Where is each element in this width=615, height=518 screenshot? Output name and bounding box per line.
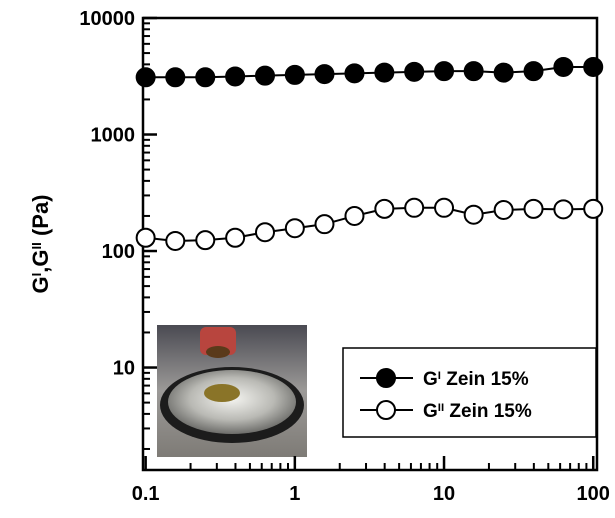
marker: [165, 67, 186, 88]
marker: [314, 214, 335, 235]
y-axis-title-part: G: [28, 276, 53, 293]
marker: [284, 64, 305, 85]
marker: [583, 56, 604, 77]
legend-label-part: Zein 15%: [441, 369, 529, 390]
marker: [255, 222, 276, 243]
marker: [583, 198, 604, 219]
marker: [404, 197, 425, 218]
legend-label-part: G: [423, 401, 438, 422]
marker: [523, 61, 544, 82]
legend-label: GII Zein 15%: [423, 401, 532, 422]
marker: [344, 205, 365, 226]
marker: [344, 63, 365, 84]
series-line: [145, 65, 594, 79]
y-tick-label: 10: [113, 358, 135, 380]
legend-label-part: Zein 15%: [444, 401, 532, 422]
marker: [195, 67, 216, 88]
marker: [284, 218, 305, 239]
legend-label: GI Zein 15%: [423, 369, 529, 390]
series-line: [145, 206, 594, 242]
marker: [314, 64, 335, 85]
x-tick-label: 1: [289, 483, 300, 505]
marker: [374, 198, 395, 219]
x-tick-label: 0.1: [132, 483, 160, 505]
y-tick-label: 100: [102, 241, 135, 263]
y-tick-label: 1000: [91, 125, 136, 147]
y-axis-title-part: I: [29, 273, 44, 277]
y-axis-title-part: II: [29, 242, 44, 249]
marker: [135, 67, 156, 88]
legend-label-part: II: [438, 402, 444, 414]
marker: [493, 199, 514, 220]
marker: [195, 230, 216, 251]
marker: [434, 197, 455, 218]
y-axis-title: GI,GII (Pa): [28, 194, 53, 293]
y-axis-title-part: (Pa): [28, 194, 53, 242]
y-tick-label: 10000: [79, 8, 135, 30]
marker: [493, 62, 514, 83]
marker: [553, 56, 574, 77]
marker: [255, 65, 276, 86]
marker: [553, 199, 574, 220]
legend-marker: [376, 368, 396, 388]
legend-label-part: G: [423, 369, 438, 390]
marker: [404, 61, 425, 82]
inset-photo: [157, 325, 307, 457]
marker: [135, 227, 156, 248]
marker: [463, 61, 484, 82]
legend-marker: [376, 400, 396, 420]
legend-label-part: I: [438, 370, 441, 382]
marker: [434, 61, 455, 82]
marker: [225, 227, 246, 248]
x-tick-label: 100: [577, 483, 610, 505]
marker: [165, 230, 186, 251]
x-tick-label: 10: [433, 483, 455, 505]
marker: [225, 66, 246, 87]
marker: [463, 204, 484, 225]
marker: [374, 62, 395, 83]
y-axis-title-part: ,G: [28, 249, 53, 272]
legend-box: [342, 347, 597, 438]
marker: [523, 198, 544, 219]
